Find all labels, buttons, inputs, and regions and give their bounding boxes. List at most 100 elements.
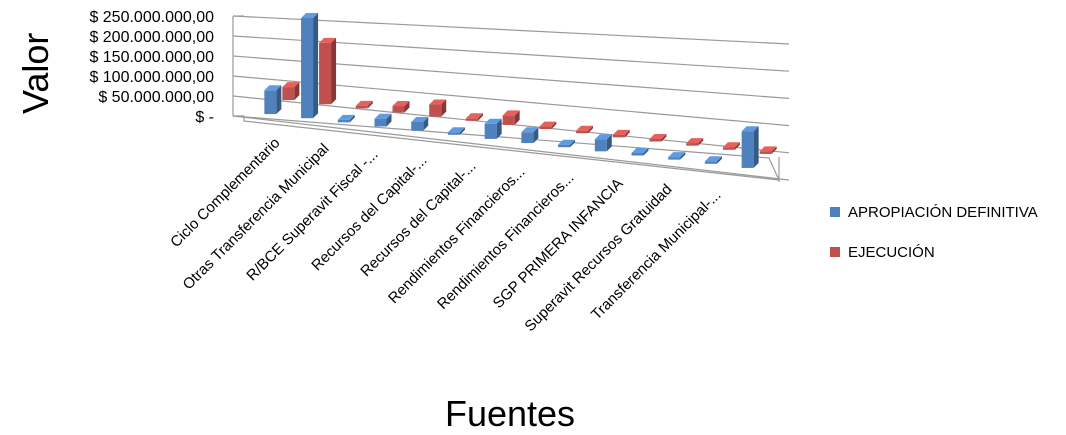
bar [686, 143, 699, 146]
bar-side [404, 101, 410, 113]
grid-line [232, 15, 790, 45]
legend-item-apropiacion: APROPIACIÓN DEFINITIVA [830, 200, 1038, 224]
bar [392, 106, 405, 113]
bar-side [496, 118, 502, 139]
bar-top [301, 12, 319, 18]
bar [558, 144, 571, 148]
bar-side [698, 138, 704, 146]
bar-side [276, 85, 282, 115]
y-axis-title: Valor [15, 32, 56, 114]
bar [264, 90, 277, 115]
bar-side [606, 134, 612, 152]
bar-side [386, 113, 392, 127]
bar-top [484, 118, 502, 124]
bar [668, 157, 681, 160]
bar [576, 130, 589, 134]
bar [301, 17, 314, 119]
bar-side [313, 12, 319, 119]
bar [465, 118, 478, 121]
grid-line [232, 115, 790, 181]
bar-side [643, 148, 649, 156]
bar [484, 123, 497, 139]
bar-top [612, 129, 630, 135]
bar-top [594, 134, 612, 140]
bar-top [704, 156, 722, 162]
legend-label-apropiacion: APROPIACIÓN DEFINITIVA [848, 203, 1038, 221]
bar-side [514, 110, 520, 125]
bar-side [423, 117, 429, 131]
bar-side [753, 126, 759, 168]
x-tick-label: Ciclo Complementario [167, 135, 283, 251]
bar-top [429, 99, 447, 105]
y-tick-label: $ 200.000.000,00 [89, 29, 214, 46]
bar [594, 139, 607, 152]
y-tick-label: $ 250.000.000,00 [89, 9, 214, 26]
bar-top [759, 146, 777, 152]
bar-side [533, 127, 539, 144]
legend-label-ejecucion: EJECUCIÓN [848, 243, 935, 261]
bar [374, 118, 387, 127]
bar-top [722, 142, 740, 148]
legend: APROPIACIÓN DEFINITIVA EJECUCIÓN [830, 200, 1038, 280]
bar [319, 42, 332, 105]
bar [355, 105, 368, 109]
bar [502, 115, 515, 125]
bar-top [521, 127, 539, 133]
bar-top [558, 139, 576, 145]
x-axis-title: Fuentes [444, 393, 576, 434]
bar [612, 134, 625, 138]
bar [759, 151, 772, 154]
bar-side [734, 142, 740, 150]
bar-top [337, 114, 355, 120]
bar [337, 119, 350, 123]
bar-top [576, 125, 594, 131]
y-tick-label: $ 50.000.000,00 [98, 89, 214, 106]
bar-side [477, 113, 483, 121]
bar-top [282, 82, 300, 88]
bar [429, 104, 442, 117]
bar [704, 161, 717, 164]
bar-top [631, 148, 649, 153]
bar [741, 131, 754, 168]
bar [411, 122, 424, 131]
bar-side [588, 125, 594, 134]
bar-side [570, 139, 576, 148]
bar-side [367, 100, 373, 109]
bar [722, 147, 735, 150]
bar-top [447, 127, 465, 133]
bar-top [502, 110, 520, 116]
bar-top [374, 113, 392, 119]
bar-side [441, 99, 447, 117]
bar-side [551, 121, 557, 130]
bar-top [355, 100, 373, 106]
bar-side [661, 134, 667, 142]
y-tick-label: $ 100.000.000,00 [89, 69, 214, 86]
legend-swatch-ejecucion [830, 247, 840, 257]
legend-swatch-apropiacion [830, 207, 840, 217]
bar-top [539, 121, 557, 127]
bar [649, 139, 662, 142]
floor [232, 115, 780, 181]
bar-top [392, 101, 410, 107]
y-tick-label: $ - [195, 109, 214, 126]
bar [282, 87, 295, 101]
bar-side [680, 152, 686, 160]
bar-side [349, 114, 355, 123]
bar [631, 153, 644, 156]
bar-side [294, 82, 300, 101]
bar [539, 126, 552, 130]
legend-item-ejecucion: EJECUCIÓN [830, 240, 1038, 264]
bar-side [716, 156, 722, 164]
bar-side [771, 146, 777, 154]
bar-top [319, 37, 337, 43]
bar-top [649, 134, 667, 139]
y-tick-label: $ 150.000.000,00 [89, 49, 214, 66]
bar-top [668, 152, 686, 158]
bar-top [411, 117, 429, 123]
bar-top [686, 138, 704, 144]
bar [447, 132, 460, 135]
bar-side [624, 129, 630, 138]
bar-side [459, 127, 465, 135]
